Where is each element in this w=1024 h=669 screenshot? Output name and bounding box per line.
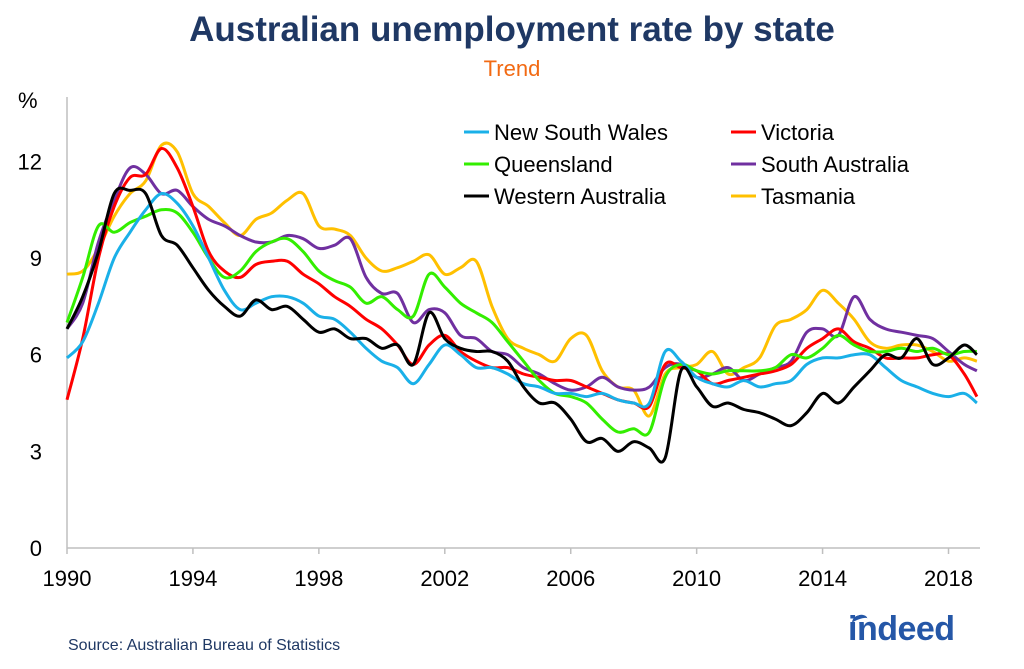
y-tick-label: 6 (30, 343, 42, 368)
legend-label: Tasmania (761, 184, 856, 209)
source-note: Source: Australian Bureau of Statistics (68, 637, 341, 654)
series-line-new-south-wales (65, 192, 978, 409)
chart-title: Australian unemployment rate by state (189, 10, 835, 49)
y-axis-label: % (18, 88, 38, 113)
y-tick-label: 3 (30, 439, 42, 464)
x-tick-label: 2010 (672, 566, 721, 591)
legend-label: Western Australia (494, 184, 667, 209)
y-tick-label: 9 (30, 246, 42, 271)
legend-label: Queensland (494, 152, 613, 177)
chart-subtitle: Trend (483, 56, 541, 81)
indeed-logo[interactable]: indeed (848, 610, 955, 648)
y-tick-label: 12 (18, 149, 42, 174)
legend-label: South Australia (761, 152, 910, 177)
x-tick-label: 2002 (420, 566, 469, 591)
x-tick-label: 1994 (168, 566, 217, 591)
series-line-victoria (65, 147, 979, 411)
legend-label: Victoria (761, 120, 835, 145)
x-tick-label: 2014 (798, 566, 847, 591)
series-line-western-australia (65, 186, 978, 464)
x-tick-label: 2006 (546, 566, 595, 591)
series-line-queensland (65, 208, 977, 437)
y-tick-label: 0 (30, 536, 42, 561)
series-line-tasmania (66, 141, 978, 418)
x-tick-label: 1990 (43, 566, 92, 591)
x-tick-label: 2018 (924, 566, 973, 591)
x-tick-label: 1998 (294, 566, 343, 591)
legend-label: New South Wales (494, 120, 668, 145)
series-line-south-australia (65, 164, 978, 392)
